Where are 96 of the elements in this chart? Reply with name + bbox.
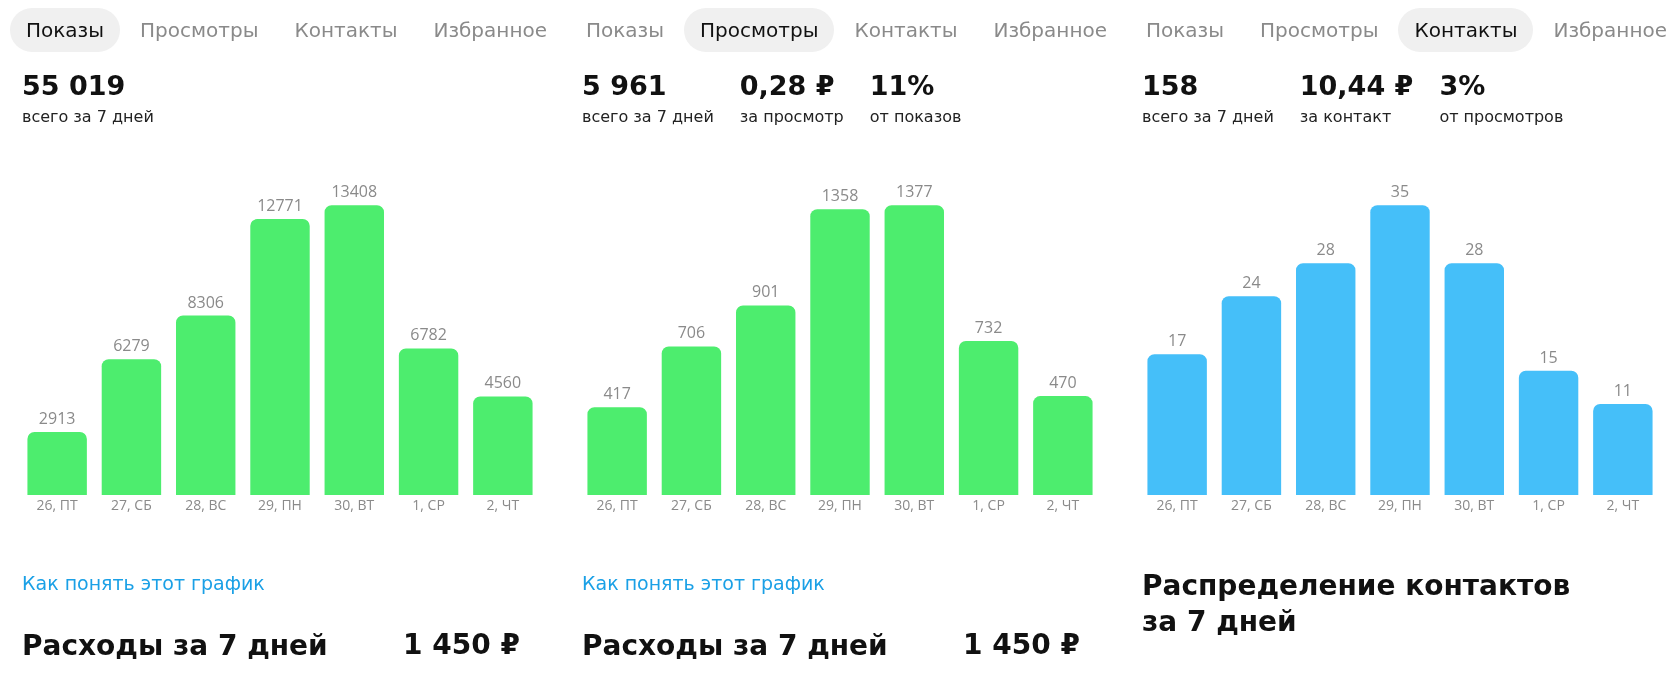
text: Как понять этот график	[22, 572, 265, 594]
text: 3%	[1439, 70, 1487, 101]
text: 55 019	[22, 70, 127, 101]
bar	[101, 359, 162, 495]
text: Избранное	[1552, 17, 1668, 44]
text: за контакт	[1299, 107, 1393, 126]
data-label: 732	[974, 315, 1003, 338]
bar	[1033, 396, 1093, 495]
x-tick-label: 2, ЧТ	[1606, 495, 1640, 514]
x-tick-label: 30, ВТ	[334, 495, 375, 514]
text: 158	[1142, 70, 1200, 101]
data-label: 6279	[113, 334, 150, 357]
data-label: 2913	[38, 407, 76, 430]
bar	[176, 315, 236, 495]
text: Показы	[10, 8, 121, 52]
data-label: 4560	[484, 371, 522, 394]
x-tick-label: 30, ВТ	[894, 495, 935, 514]
x-tick-label: 29, ПН	[1378, 495, 1422, 514]
text: Избранное	[992, 17, 1108, 44]
data-label: 12771	[257, 194, 303, 217]
text: Просмотры	[139, 17, 260, 44]
text: Избранное	[432, 17, 548, 44]
x-tick-label: 26, ПТ	[1156, 495, 1199, 514]
text: от показов	[869, 107, 962, 126]
data-label: 11	[1613, 378, 1632, 401]
bar	[661, 346, 722, 495]
bar	[884, 205, 944, 495]
bar	[1518, 370, 1579, 495]
x-tick-label: 1, СР	[1532, 495, 1565, 514]
text: от просмотров	[1439, 107, 1564, 126]
data-label: 24	[1242, 271, 1261, 294]
x-tick-label: 2, ЧТ	[1046, 495, 1080, 514]
data-label: 17	[1168, 329, 1187, 352]
data-label: 417	[603, 382, 631, 405]
data-label: 706	[677, 321, 706, 344]
text: Контакты	[293, 17, 399, 44]
bar	[810, 209, 870, 495]
data-label: 901	[751, 280, 780, 303]
x-tick-label: 26, ПТ	[36, 495, 79, 514]
x-tick-label: 26, ПТ	[596, 495, 639, 514]
data-label: 13408	[331, 180, 378, 203]
bar	[1221, 296, 1282, 495]
bar	[1593, 403, 1653, 495]
text: 5 961	[582, 70, 668, 101]
bar	[1147, 354, 1207, 495]
text: всего за 7 дней	[22, 107, 154, 126]
bar	[958, 340, 1019, 495]
text: Расходы за 7 дней	[582, 628, 888, 664]
x-tick-label: 30, ВТ	[1454, 495, 1495, 514]
x-tick-label: 27, СБ	[1231, 495, 1272, 514]
bar	[473, 396, 533, 495]
data-label: 1377	[895, 180, 933, 203]
text: всего за 7 дней	[582, 107, 714, 126]
text: 1 450 ₽	[963, 628, 1080, 661]
x-tick-label: 2, ЧТ	[486, 495, 520, 514]
x-tick-label: 27, СБ	[671, 495, 712, 514]
text: Как понять этот график	[582, 572, 825, 594]
data-label: 28	[1465, 238, 1484, 261]
bar	[324, 205, 384, 495]
x-tick-label: 29, ПН	[258, 495, 302, 514]
data-label: 6782	[410, 323, 447, 346]
data-label: 15	[1539, 345, 1558, 368]
text: 10,44 ₽	[1299, 70, 1414, 101]
bar	[398, 348, 459, 495]
x-tick-label: 1, СР	[972, 495, 1005, 514]
text: Показы	[585, 17, 666, 44]
text: Показы	[1145, 17, 1226, 44]
text: Просмотры	[684, 8, 835, 52]
data-label: 28	[1316, 238, 1335, 261]
x-tick-label: 29, ПН	[818, 495, 862, 514]
text: 11%	[869, 70, 936, 101]
bar	[1370, 205, 1430, 495]
x-tick-label: 28, ВС	[1305, 495, 1347, 514]
x-tick-label: 27, СБ	[111, 495, 152, 514]
text: Контакты	[853, 17, 959, 44]
text: 0,28 ₽	[739, 70, 836, 101]
text: Распределение контактов за 7 дней	[1142, 568, 1572, 641]
bar	[250, 219, 310, 495]
text: Расходы за 7 дней	[22, 628, 328, 664]
data-label: 470	[1049, 371, 1077, 394]
text: 1 450 ₽	[403, 628, 520, 661]
text: за просмотр	[739, 107, 844, 126]
bar	[1444, 263, 1504, 495]
bar	[27, 432, 87, 495]
x-tick-label: 28, ВС	[745, 495, 787, 514]
data-label: 35	[1390, 180, 1410, 203]
data-label: 8306	[187, 290, 225, 313]
data-label: 1358	[821, 184, 859, 207]
text: Контакты	[1398, 8, 1534, 52]
text: всего за 7 дней	[1142, 107, 1274, 126]
bar	[736, 305, 796, 495]
x-tick-label: 28, ВС	[185, 495, 227, 514]
bar	[587, 407, 647, 495]
text: Просмотры	[1259, 17, 1380, 44]
bar	[1296, 263, 1356, 495]
x-tick-label: 1, СР	[412, 495, 445, 514]
